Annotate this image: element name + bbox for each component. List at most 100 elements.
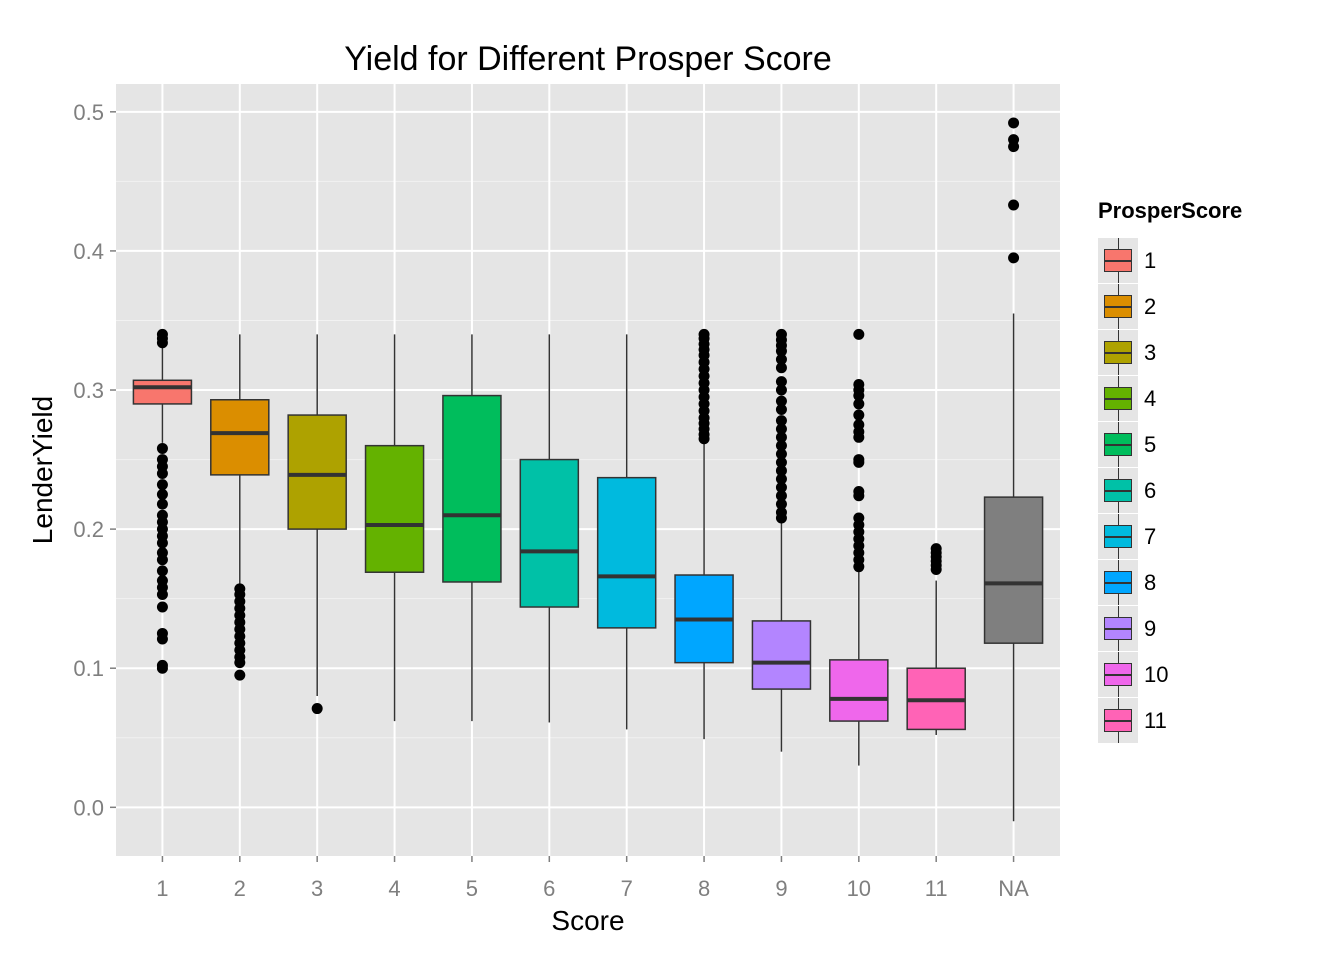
y-tick-label: 0.3 <box>73 378 104 403</box>
outlier-point <box>156 467 168 479</box>
legend-item: 4 <box>1098 376 1242 422</box>
outlier-point <box>156 588 168 600</box>
outlier-point <box>775 362 787 374</box>
legend-label: 1 <box>1144 248 1157 273</box>
box-iqr <box>287 414 347 530</box>
outlier-point <box>156 565 168 577</box>
legend-key <box>1098 422 1138 468</box>
legend-item: 6 <box>1098 468 1242 514</box>
x-tick-label: 5 <box>466 876 478 901</box>
legend-label: 4 <box>1144 386 1157 411</box>
legend-key-median <box>1104 444 1132 446</box>
legend-key <box>1098 698 1138 744</box>
legend-item: 8 <box>1098 560 1242 606</box>
boxplot-4 <box>364 334 425 722</box>
boxplot-10 <box>829 328 889 766</box>
legend-item: 7 <box>1098 514 1242 560</box>
outlier-point <box>775 395 787 407</box>
legend-key-median <box>1104 582 1132 584</box>
legend-key-median <box>1104 628 1132 630</box>
outlier-point <box>1008 117 1020 129</box>
boxplot-7 <box>596 334 657 730</box>
outlier-point <box>1008 141 1020 153</box>
legend-key <box>1098 330 1138 376</box>
outlier-point <box>1008 199 1020 211</box>
outlier-point <box>698 433 710 445</box>
outlier-point <box>156 488 168 500</box>
outlier-point <box>853 409 865 421</box>
boxplot-2 <box>210 334 270 681</box>
legend-key-median <box>1104 352 1132 354</box>
minor-gridlines <box>116 180 1060 739</box>
legend-key <box>1098 376 1138 422</box>
boxplot-8 <box>674 328 734 740</box>
x-tick-label: 2 <box>234 876 246 901</box>
outlier-point <box>775 345 787 357</box>
outlier-point <box>775 465 787 477</box>
legend-label: 2 <box>1144 294 1157 319</box>
y-axis: 0.0 0.1 0.2 0.3 0.4 0.5 <box>73 100 116 820</box>
outlier-point <box>156 601 168 613</box>
outlier-point <box>775 423 787 435</box>
outlier-point <box>775 473 787 485</box>
boxplot-11 <box>906 543 966 735</box>
legend-key <box>1098 606 1138 652</box>
legend-key <box>1098 238 1138 284</box>
boxplot-6 <box>519 334 580 723</box>
legend-key-median <box>1104 260 1132 262</box>
outlier-point <box>853 561 865 573</box>
x-tick-label: 9 <box>775 876 787 901</box>
outlier-point <box>156 442 168 454</box>
y-tick-label: 0.0 <box>73 795 104 820</box>
outlier-point <box>775 512 787 524</box>
x-tick-label: 8 <box>698 876 710 901</box>
x-axis-label: Score <box>551 905 624 936</box>
legend-item: 1 <box>1098 238 1242 284</box>
outlier-point <box>775 431 787 443</box>
y-tick-label: 0.1 <box>73 656 104 681</box>
boxplot-NA <box>983 117 1044 822</box>
outlier-point <box>775 440 787 452</box>
legend-key-median <box>1104 720 1132 722</box>
boxplot-3 <box>287 334 347 715</box>
outlier-point <box>775 456 787 468</box>
legend: ProsperScore 1 2 3 4 5 6 7 8 9 10 11 <box>1098 198 1242 744</box>
legend-items: 1 2 3 4 5 6 7 8 9 10 11 <box>1098 238 1242 744</box>
outlier-point <box>775 376 787 388</box>
outlier-point <box>156 662 168 674</box>
legend-key-median <box>1104 490 1132 492</box>
box-iqr <box>364 444 425 573</box>
chart-title: Yield for Different Prosper Score <box>344 40 832 78</box>
box-iqr <box>751 620 812 690</box>
boxplots <box>132 117 1044 822</box>
outlier-point <box>775 490 787 502</box>
legend-item: 2 <box>1098 284 1242 330</box>
outlier-point <box>775 384 787 396</box>
legend-label: 9 <box>1144 616 1157 641</box>
outlier-point <box>853 390 865 402</box>
box-iqr <box>210 399 270 476</box>
legend-item: 3 <box>1098 330 1242 376</box>
legend-label: 6 <box>1144 478 1157 503</box>
legend-label: 8 <box>1144 570 1157 595</box>
boxplot-9 <box>751 328 812 752</box>
outlier-point <box>853 456 865 468</box>
outlier-point <box>156 633 168 645</box>
x-tick-label: 3 <box>311 876 323 901</box>
outlier-point <box>156 337 168 349</box>
x-tick-label: NA <box>998 876 1029 901</box>
box-iqr <box>983 496 1044 644</box>
legend-label: 11 <box>1144 708 1167 733</box>
boxplot-5 <box>442 334 502 722</box>
plot-panel <box>116 84 1060 856</box>
legend-key <box>1098 468 1138 514</box>
legend-label: 7 <box>1144 524 1157 549</box>
x-axis: 1 2 3 4 5 6 7 8 9 10 11 NA <box>156 856 1029 901</box>
outlier-point <box>775 498 787 510</box>
box-iqr <box>596 476 657 629</box>
legend-key-median <box>1104 536 1132 538</box>
outlier-point <box>853 490 865 502</box>
outlier-point <box>156 479 168 491</box>
outlier-point <box>775 448 787 460</box>
